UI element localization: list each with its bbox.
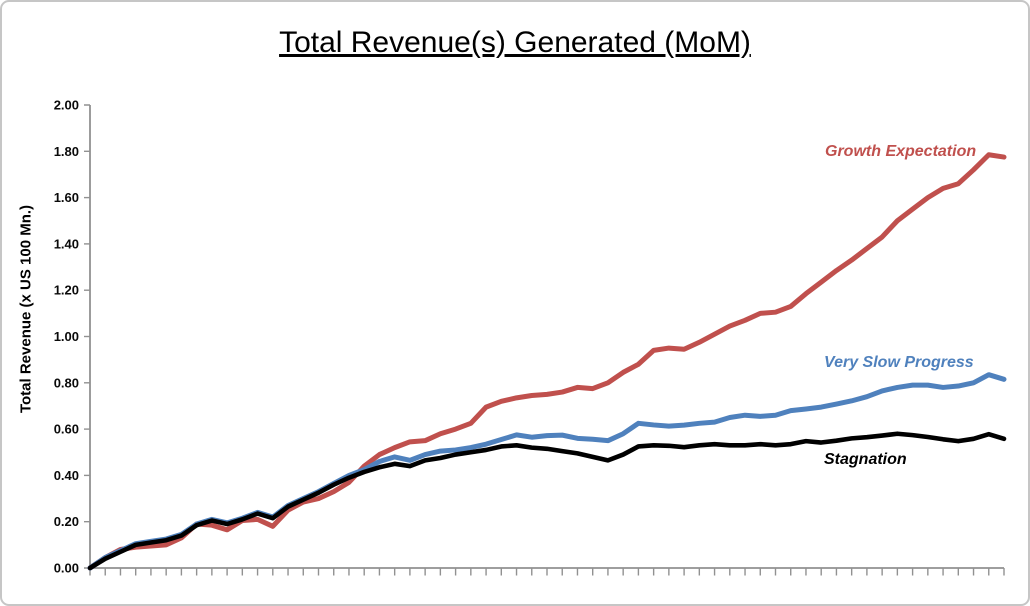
y-tick-label: 2.00	[54, 98, 79, 113]
series-line-very-slow-progress	[87, 372, 1007, 571]
y-tick-label: 1.40	[54, 236, 79, 251]
series-line-stagnation	[87, 431, 1007, 571]
y-tick-label: 0.60	[54, 422, 79, 437]
series-label-growth-expectation: Growth Expectation	[825, 143, 977, 160]
chart-title-text: Total Revenue(s) Generated (MoM)	[279, 26, 751, 59]
y-tick-label: 1.60	[54, 190, 79, 205]
y-tick-label: 0.00	[54, 561, 79, 576]
chart-title: Total Revenue(s) Generated (MoM)	[2, 26, 1028, 60]
y-tick-label: 1.20	[54, 283, 79, 298]
series-label-very-slow-progress: Very Slow Progress	[824, 354, 974, 371]
series-label-stagnation: Stagnation	[824, 451, 907, 468]
y-tick-label: 0.20	[54, 514, 79, 529]
y-tick-label: 1.00	[54, 329, 79, 344]
y-tick-label: 1.80	[54, 144, 79, 159]
y-tick-label: 0.80	[54, 375, 79, 390]
y-tick-label: 0.40	[54, 468, 79, 483]
